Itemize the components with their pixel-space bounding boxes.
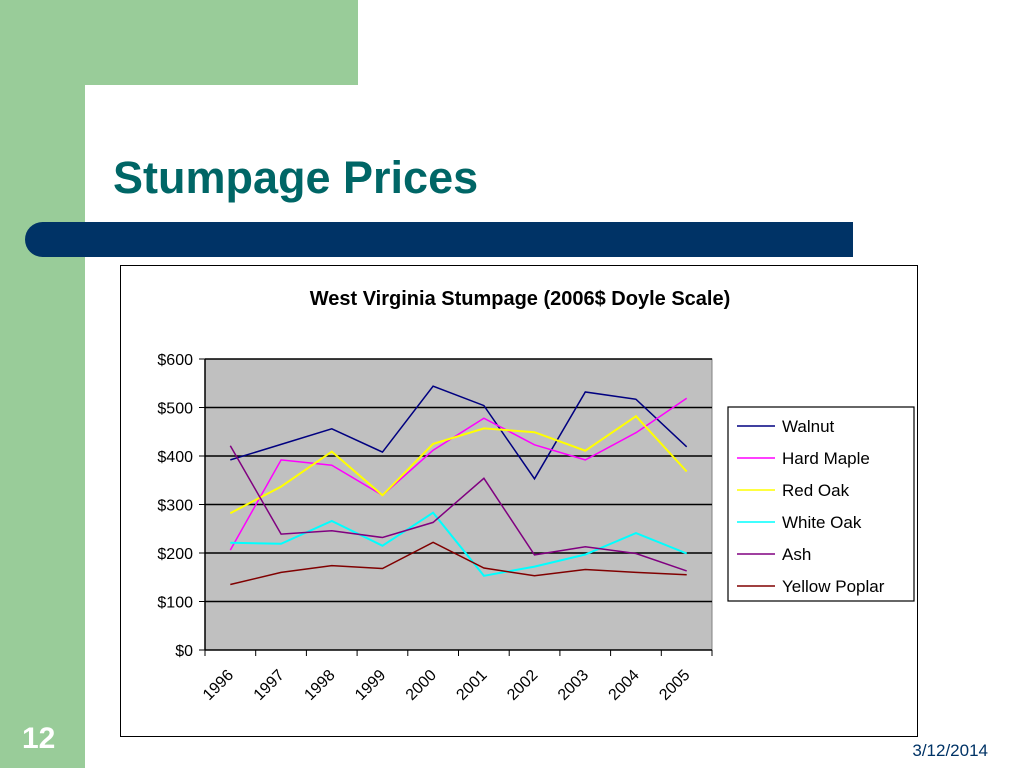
x-tick-label: 1999	[352, 667, 389, 704]
x-tick-label: 2004	[606, 667, 643, 704]
x-tick-label: 1997	[251, 667, 288, 704]
title-underline-bar	[25, 222, 853, 257]
x-tick-label: 2003	[555, 667, 592, 704]
legend-label: Hard Maple	[782, 449, 870, 468]
x-tick-label: 1996	[200, 667, 237, 704]
chart-title: West Virginia Stumpage (2006$ Doyle Scal…	[310, 288, 731, 310]
legend-label: Red Oak	[782, 481, 850, 500]
y-tick-label: $600	[157, 352, 193, 369]
green-side-strip	[0, 0, 85, 768]
legend-label: Yellow Poplar	[782, 577, 885, 596]
series-line-yellow-poplar	[230, 541, 687, 586]
y-tick-label: $300	[157, 498, 193, 515]
slide-number: 12	[22, 722, 56, 755]
series-line-walnut	[230, 385, 688, 481]
plot-area: $0 $100 $200 $300 $400 $500 $600 1996 1997 1998 19…	[157, 352, 713, 704]
legend-label: White Oak	[782, 513, 862, 532]
x-tick-label: 2005	[656, 667, 693, 704]
y-tick-label: $100	[157, 595, 193, 612]
x-tick-label: 1998	[301, 667, 338, 704]
y-tick-label: $200	[157, 546, 193, 563]
x-tick-label: 2000	[403, 667, 440, 704]
series-line-red-oak	[229, 414, 688, 515]
x-tick-label: 2001	[453, 667, 490, 704]
slide-date: 3/12/2014	[912, 741, 988, 760]
series-line-hard-maple	[229, 397, 688, 551]
legend-label: Ash	[782, 545, 811, 564]
series-line-ash	[229, 445, 687, 572]
legend-label: Walnut	[782, 417, 835, 436]
slide-title: Stumpage Prices	[113, 152, 479, 203]
y-tick-label: $0	[175, 643, 193, 660]
legend: Walnut Hard Maple Red Oak White Oak Ash Yello…	[727, 406, 915, 602]
y-tick-label: $400	[157, 449, 193, 466]
y-tick-label: $500	[157, 401, 193, 418]
x-tick-label: 2002	[504, 667, 541, 704]
legend-box	[727, 406, 915, 602]
